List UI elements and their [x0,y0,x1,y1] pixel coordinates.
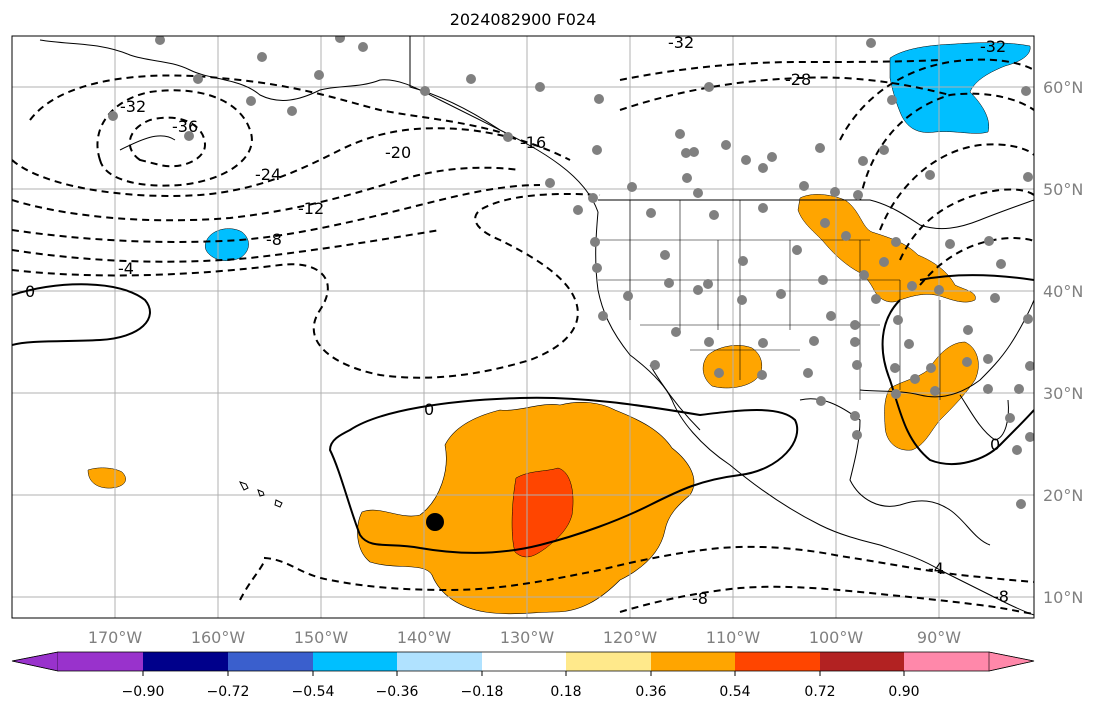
lon-label: 130°W [500,628,555,647]
colorbar-tick-label: −0.90 [122,684,165,700]
contour-label: 0 [25,282,35,301]
dashed-contours [12,58,1034,615]
colorbar-tick-label: −0.72 [207,684,250,700]
colorbar-swatch [228,652,313,671]
colorbar-tick-label: 0.18 [550,684,581,700]
lon-label: 160°W [191,628,246,647]
lon-label: 170°W [88,628,143,647]
colorbar: −0.90 −0.72 −0.54 −0.36 −0.18 0.18 0.36 … [11,651,1035,700]
contour-label: -32 [980,37,1006,56]
contour-label: -8 [266,230,282,249]
contour-labels: -32 -36 -24 -20 -16 -12 -8 -4 -32 -28 -3… [25,33,1009,608]
station-markers [108,36,1034,509]
negative-anomaly-region-canada [889,42,1031,134]
contour-label: -8 [692,589,708,608]
contour-label: 0 [990,435,1000,454]
state-borders [598,200,941,400]
contour-label: -28 [785,70,811,89]
lon-label: 150°W [294,628,349,647]
positive-anomaly-region-west [87,467,126,489]
lat-label: 50°N [1043,180,1083,199]
longitude-labels: 170°W 160°W 150°W 140°W 130°W 120°W 110°… [88,628,961,647]
colorbar-tick-label: −0.18 [461,684,504,700]
contour-label: -24 [255,165,281,184]
lon-label: 100°W [809,628,864,647]
lat-label: 20°N [1043,486,1083,505]
coastlines [39,36,1034,616]
contour-label: -32 [120,97,146,116]
gridlines [12,36,1034,618]
colorbar-swatch [482,652,566,671]
lon-label: 120°W [603,628,658,647]
lon-label: 90°W [917,628,961,647]
map-frame [11,35,1035,619]
colorbar-tick-label: 0.54 [719,684,750,700]
colorbar-tick-label: −0.36 [376,684,419,700]
contour-label: -4 [118,259,134,278]
colorbar-swatch [397,652,482,671]
colorbar-swatch [904,652,989,671]
contour-label: -20 [385,143,411,162]
lon-label: 110°W [706,628,761,647]
contour-label: -4 [928,559,944,578]
colorbar-swatch [651,652,735,671]
colorbar-swatch [313,652,397,671]
lat-label: 30°N [1043,384,1083,403]
contour-label: -12 [298,199,324,218]
colorbar-tick-label: 0.72 [804,684,835,700]
lat-label: 40°N [1043,282,1083,301]
contour-label: -8 [993,587,1009,606]
colorbar-swatch [566,652,651,671]
contour-label: -36 [172,117,198,136]
colorbar-min-arrow [11,651,59,672]
map-title: 2024082900 F024 [449,10,597,29]
contour-label: -16 [520,133,546,152]
colorbar-tick-label: 0.36 [635,684,666,700]
colorbar-swatch [735,652,820,671]
zero-contours [12,274,1034,554]
latitude-labels: 60°N 50°N 40°N 30°N 20°N 10°N [1043,78,1083,607]
lat-label: 60°N [1043,78,1083,97]
lat-label: 10°N [1043,588,1083,607]
colorbar-swatch [820,652,904,671]
lon-label: 140°W [397,628,452,647]
colorbar-swatch [58,652,143,671]
colorbar-tick-marks [142,671,905,676]
colorbar-swatch [143,652,228,671]
highlight-marker [426,513,444,531]
positive-anomaly-region-central-us [797,194,976,303]
colorbar-tick-label: −0.54 [292,684,335,700]
colorbar-tick-label: 0.90 [888,684,919,700]
colorbar-max-arrow [988,651,1035,672]
contour-label: 0 [424,400,434,419]
colorbar-outline [11,651,1035,672]
contour-label: -32 [668,33,694,52]
